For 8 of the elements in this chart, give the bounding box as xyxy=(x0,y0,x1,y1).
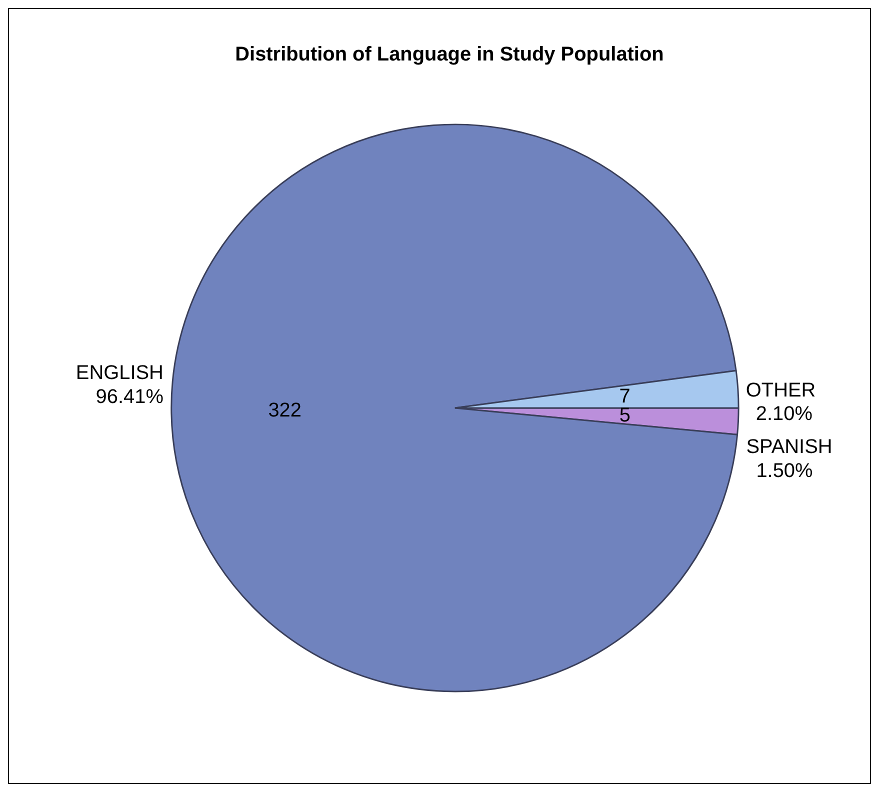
chart-title: Distribution of Language in Study Population xyxy=(235,43,664,66)
data-label: 1.50% xyxy=(756,460,813,482)
text: 322 xyxy=(268,400,302,422)
data-label: 2.10% xyxy=(756,403,813,426)
slice-label: ENGLISH xyxy=(76,362,164,384)
slice-label: OTHER xyxy=(746,379,816,402)
slice-label: SPANISH xyxy=(746,436,832,458)
data-label: 96.41% xyxy=(96,386,164,408)
